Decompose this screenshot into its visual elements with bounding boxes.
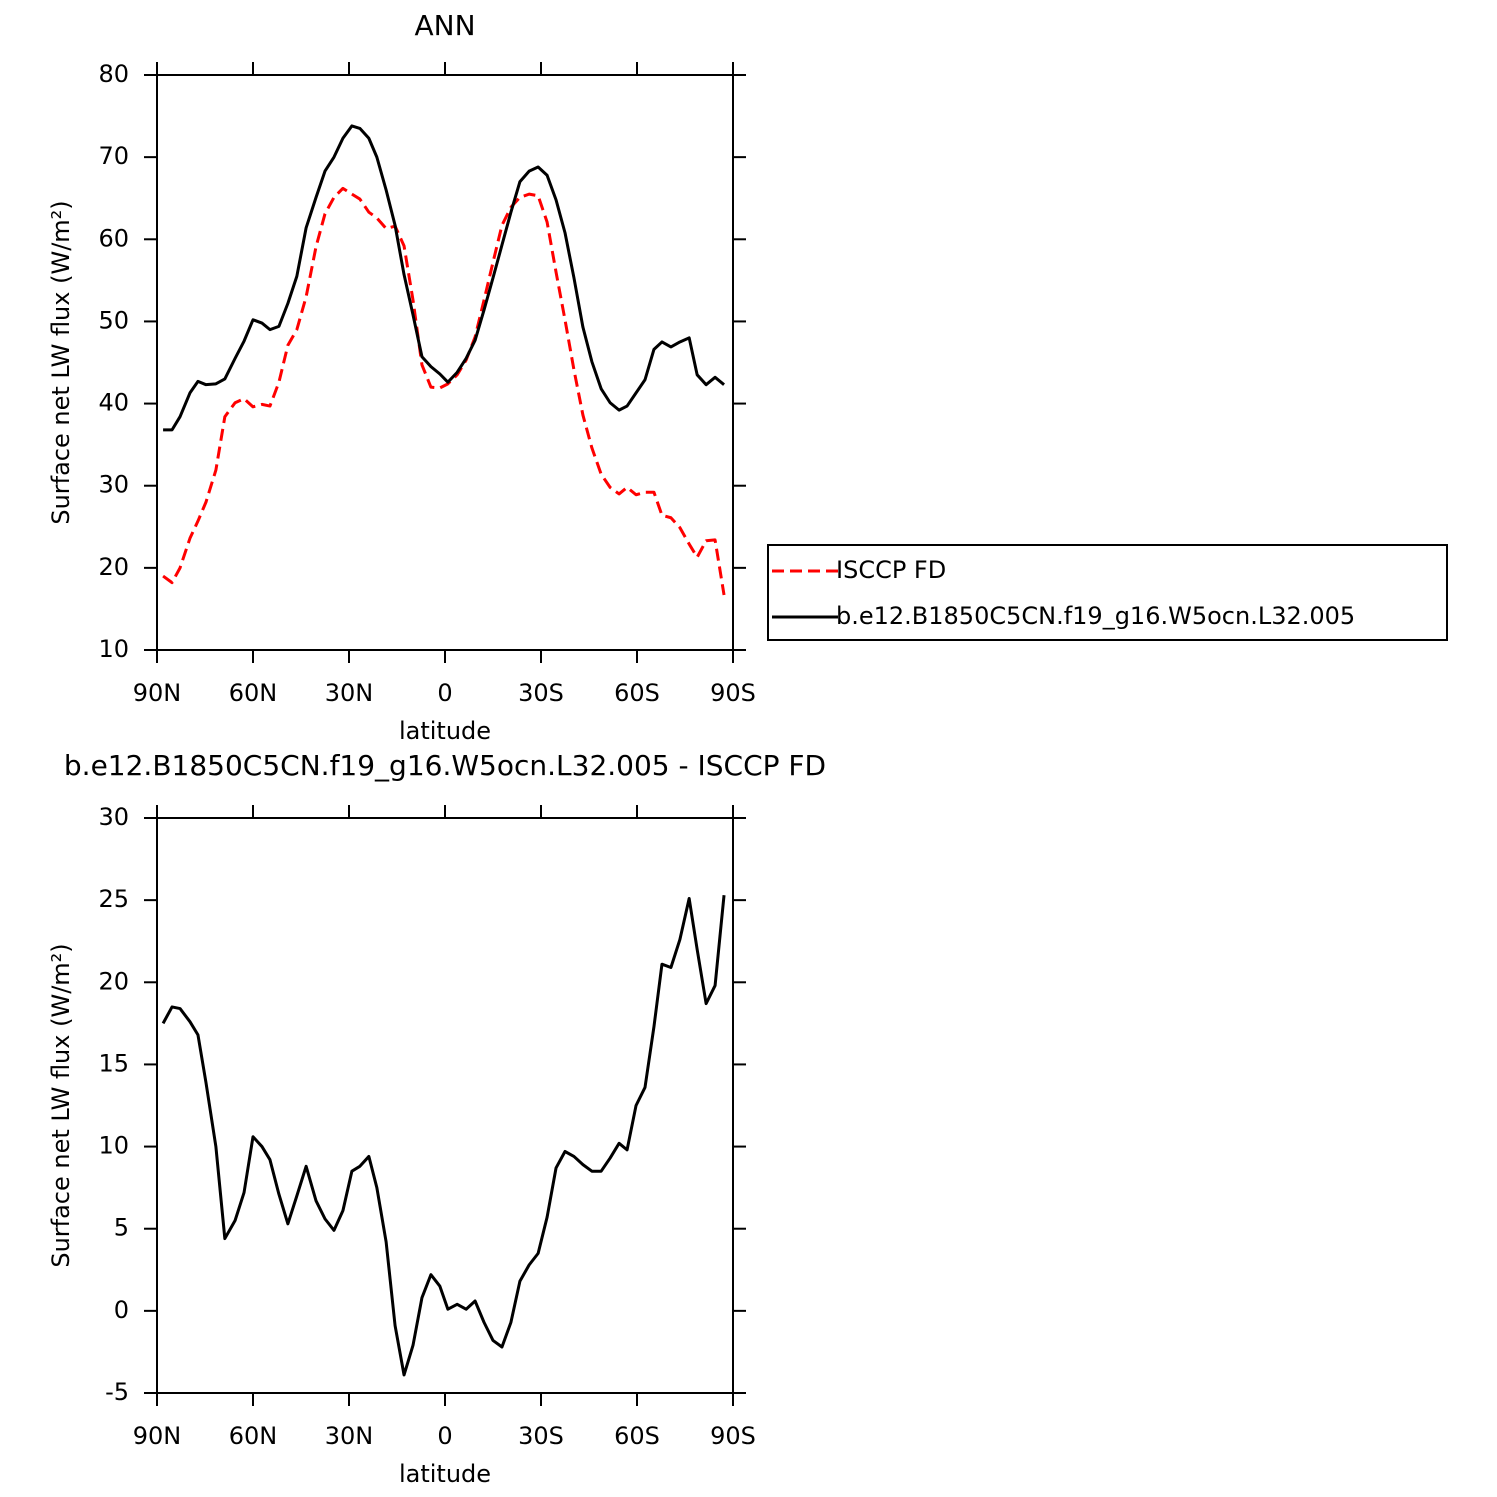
x-tick-label: 90S bbox=[710, 1422, 756, 1450]
plot-frame bbox=[156, 74, 734, 651]
y-tick-label: 25 bbox=[98, 885, 129, 913]
x-tick-label: 30S bbox=[518, 679, 564, 707]
x-tick-label: 0 bbox=[437, 1422, 452, 1450]
x-tick-label: 90N bbox=[133, 679, 182, 707]
x-axis-label: latitude bbox=[399, 1460, 491, 1488]
y-tick-label: -5 bbox=[105, 1378, 129, 1406]
y-tick-label: 5 bbox=[114, 1214, 129, 1242]
y-tick-label: 10 bbox=[98, 1132, 129, 1160]
plot-frame bbox=[156, 817, 734, 1394]
chart-title: ANN bbox=[414, 9, 475, 42]
x-tick-label: 60N bbox=[229, 1422, 278, 1450]
y-tick-label: 70 bbox=[98, 142, 129, 170]
x-tick-label: 30N bbox=[325, 679, 374, 707]
y-tick-label: 20 bbox=[98, 967, 129, 995]
data-line bbox=[163, 124, 725, 432]
legend-label: ISCCP FD bbox=[836, 556, 946, 584]
y-tick-label: 80 bbox=[98, 60, 129, 88]
data-line bbox=[161, 895, 726, 1377]
legend-box bbox=[767, 544, 1448, 641]
y-tick-label: 15 bbox=[98, 1049, 129, 1077]
x-tick-label: 90N bbox=[133, 1422, 182, 1450]
y-tick-label: 50 bbox=[98, 306, 129, 334]
x-tick-label: 90S bbox=[710, 679, 756, 707]
x-tick-label: 60N bbox=[229, 679, 278, 707]
y-axis-label: Surface net LW flux (W/m²) bbox=[47, 200, 75, 524]
x-tick-label: 60S bbox=[614, 679, 660, 707]
y-tick-label: 10 bbox=[98, 635, 129, 663]
y-tick-label: 60 bbox=[98, 224, 129, 252]
chart-title: b.e12.B1850C5CN.f19_g16.W5ocn.L32.005 - … bbox=[64, 749, 826, 782]
x-tick-label: 60S bbox=[614, 1422, 660, 1450]
x-tick-label: 0 bbox=[437, 679, 452, 707]
x-axis-label: latitude bbox=[399, 717, 491, 745]
legend-label: b.e12.B1850C5CN.f19_g16.W5ocn.L32.005 bbox=[836, 602, 1355, 630]
y-tick-label: 20 bbox=[98, 553, 129, 581]
data-line bbox=[162, 186, 726, 596]
y-tick-label: 30 bbox=[98, 471, 129, 499]
x-tick-label: 30S bbox=[518, 1422, 564, 1450]
y-axis-label: Surface net LW flux (W/m²) bbox=[47, 943, 75, 1267]
y-tick-label: 40 bbox=[98, 389, 129, 417]
x-tick-label: 30N bbox=[325, 1422, 374, 1450]
y-tick-label: 0 bbox=[114, 1296, 129, 1324]
y-tick-label: 30 bbox=[98, 803, 129, 831]
